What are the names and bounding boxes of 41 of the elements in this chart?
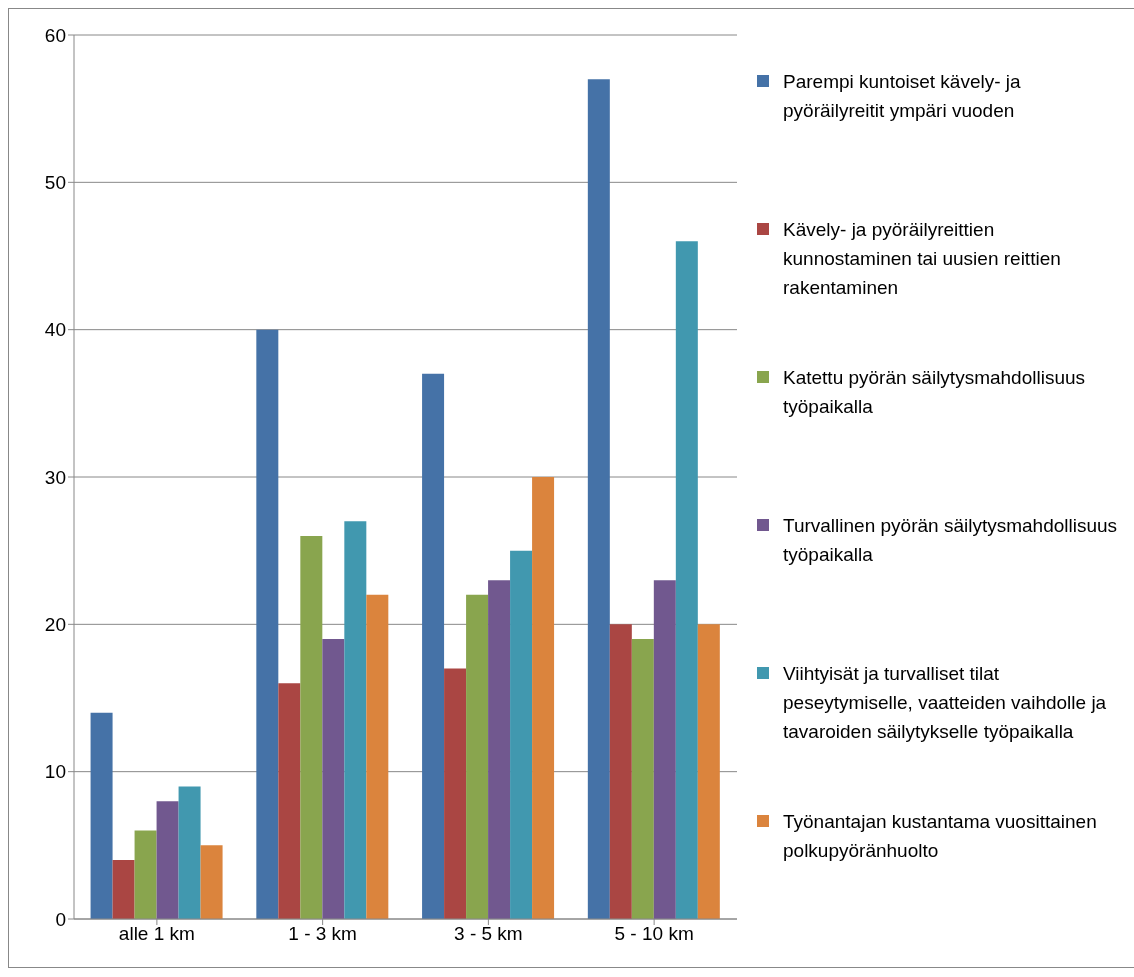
bar xyxy=(90,712,113,919)
bar xyxy=(587,79,610,919)
y-tick-label: 10 xyxy=(44,761,66,783)
bar xyxy=(134,830,157,919)
bar xyxy=(156,801,179,919)
bar xyxy=(178,786,201,919)
y-tick-label: 40 xyxy=(44,319,66,341)
bar xyxy=(466,594,489,919)
bar xyxy=(366,594,389,919)
legend-label: Turvallinen pyörän säilytysmahdollisuus työpaikalla xyxy=(783,514,1119,567)
bar xyxy=(344,521,367,919)
bar xyxy=(322,639,345,919)
bar xyxy=(278,683,301,919)
bar xyxy=(256,329,279,919)
bar xyxy=(300,535,323,919)
bar xyxy=(112,860,135,919)
bar xyxy=(631,639,654,919)
y-tick-label: 60 xyxy=(44,24,66,46)
bar xyxy=(510,550,533,919)
y-tick-label: 30 xyxy=(44,466,66,488)
x-tick-label: 3 - 5 km xyxy=(454,923,523,945)
x-tick-label: 1 - 3 km xyxy=(288,923,357,945)
bar xyxy=(675,241,698,919)
y-tick-label: 50 xyxy=(44,172,66,194)
y-tick-label: 20 xyxy=(44,614,66,636)
x-tick-label: alle 1 km xyxy=(118,923,195,945)
bar xyxy=(422,373,445,919)
legend-label: Katettu pyörän säilytysmahdollisuus työpaikalla xyxy=(783,366,1087,419)
bar xyxy=(653,580,676,919)
legend-label: Viihtyisät ja turvalliset tilat peseytymiselle, vaatteiden vaihdolle ja tavaroiden säilytykselle työpaikalla xyxy=(783,662,1108,744)
bar xyxy=(488,580,511,919)
bar xyxy=(532,477,555,919)
bar xyxy=(444,668,467,919)
x-tick-label: 5 - 10 km xyxy=(614,923,694,945)
legend-label: Työnantajan kustantama vuosittainen polkupyöränhuolto xyxy=(783,810,1098,863)
y-tick-label: 0 xyxy=(55,908,66,930)
legend-label: Kävely- ja pyöräilyreittien kunnostaminen tai uusien reittien rakentaminen xyxy=(783,218,1062,300)
bar xyxy=(697,624,720,919)
bar xyxy=(609,624,632,919)
legend-label: Parempi kuntoiset kävely- ja pyöräilyreitit ympäri vuoden xyxy=(783,70,1022,123)
bar xyxy=(200,845,223,919)
